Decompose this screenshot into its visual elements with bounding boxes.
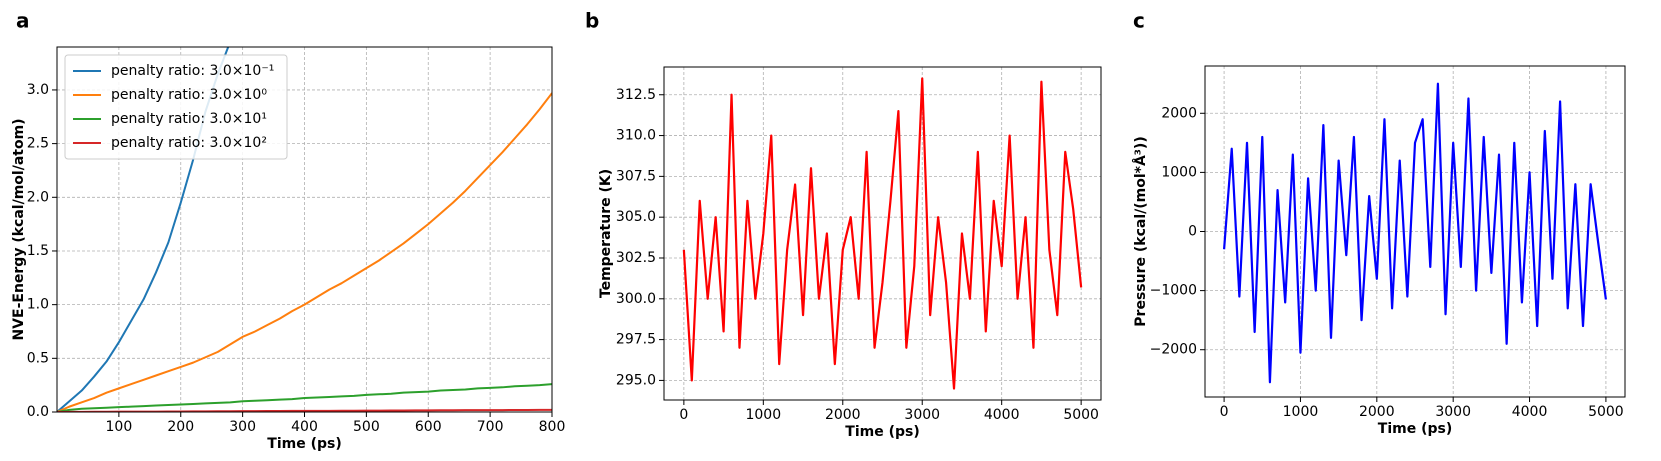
y-tick-label: 1000 <box>1161 164 1197 180</box>
x-tick-label: 1000 <box>1283 404 1319 420</box>
x-tick-label: 200 <box>167 419 194 435</box>
y-tick-label: 0.0 <box>27 404 49 420</box>
y-tick-label: 2.5 <box>27 136 49 152</box>
y-tick-label: −2000 <box>1150 342 1197 358</box>
panel-label: a <box>16 9 30 33</box>
y-tick-label: 2.0 <box>27 189 49 205</box>
y-tick-label: 300.0 <box>616 291 656 307</box>
plot-frame <box>1204 65 1626 398</box>
x-tick-label: 400 <box>291 419 318 435</box>
x-tick-label: 3000 <box>1435 404 1471 420</box>
y-tick-label: 2000 <box>1161 105 1197 121</box>
x-axis-title: Time (ps) <box>267 436 341 452</box>
y-tick-label: 1.0 <box>27 297 49 313</box>
y-axis-title: Pressure (kcal/(mol*Å³)) <box>1132 136 1149 326</box>
legend-label: penalty ratio: 3.0×10⁻¹ <box>111 63 274 79</box>
x-tick-label: 1000 <box>745 407 781 423</box>
y-tick-label: 302.5 <box>616 250 656 266</box>
x-tick-label: 800 <box>539 419 566 435</box>
x-tick-label: 600 <box>415 419 442 435</box>
panel-label: c <box>1133 9 1145 33</box>
panel-label: b <box>585 9 599 33</box>
legend-label: penalty ratio: 3.0×10⁰ <box>111 87 267 103</box>
x-tick-label: 4000 <box>1512 404 1548 420</box>
y-tick-label: 1.5 <box>27 243 49 259</box>
x-tick-label: 300 <box>229 419 256 435</box>
data-line <box>57 383 552 412</box>
data-line <box>1222 82 1607 384</box>
plot-frame <box>663 66 1102 401</box>
x-tick-label: 4000 <box>984 407 1020 423</box>
x-tick-label: 700 <box>477 419 504 435</box>
x-axis-title: Time (ps) <box>1378 421 1452 437</box>
x-tick-label: 3000 <box>904 407 940 423</box>
y-tick-label: 3.0 <box>27 82 49 98</box>
x-tick-label: 5000 <box>1063 407 1099 423</box>
x-tick-label: 100 <box>106 419 133 435</box>
legend-label: penalty ratio: 3.0×10² <box>111 135 267 151</box>
x-tick-label: 0 <box>1220 404 1229 420</box>
x-tick-label: 2000 <box>825 407 861 423</box>
y-tick-label: −1000 <box>1150 283 1197 299</box>
y-tick-label: 0.5 <box>27 350 49 366</box>
legend-box <box>64 54 288 160</box>
y-tick-label: 312.5 <box>616 87 656 103</box>
plot-frame <box>56 46 553 413</box>
y-tick-label: 295.0 <box>616 372 656 388</box>
y-tick-label: 297.5 <box>616 332 656 348</box>
y-tick-label: 0 <box>1188 224 1197 240</box>
data-line <box>57 92 552 412</box>
data-line <box>682 77 1083 390</box>
x-axis-title: Time (ps) <box>845 424 919 440</box>
y-tick-label: 310.0 <box>616 128 656 144</box>
y-axis-title: Temperature (K) <box>598 169 614 298</box>
x-tick-label: 0 <box>679 407 688 423</box>
x-tick-label: 500 <box>353 419 380 435</box>
y-axis-title: NVE-Energy (kcal/mol/atom) <box>11 118 27 340</box>
x-tick-label: 2000 <box>1359 404 1395 420</box>
x-tick-label: 5000 <box>1588 404 1624 420</box>
legend-label: penalty ratio: 3.0×10¹ <box>111 111 267 127</box>
y-tick-label: 305.0 <box>616 209 656 225</box>
y-tick-label: 307.5 <box>616 168 656 184</box>
